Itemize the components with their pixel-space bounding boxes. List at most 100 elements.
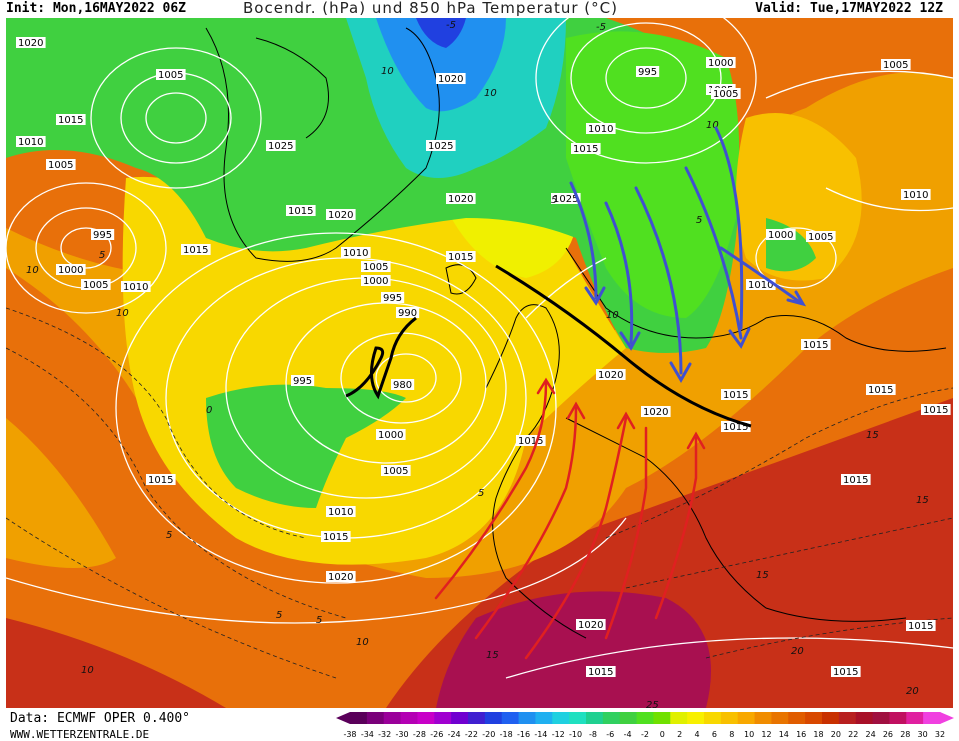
colorbar-right-arrow — [940, 712, 954, 724]
colorbar-tick-label: 4 — [695, 730, 700, 739]
colorbar-tick-label: 18 — [813, 730, 823, 739]
colorbar-swatch — [670, 712, 688, 724]
colorbar-tick-label: 28 — [900, 730, 910, 739]
colorbar-swatch — [468, 712, 486, 724]
colorbar-tick-label: -4 — [624, 730, 632, 739]
map-header: Init: Mon,16MAY2022 06Z Bocendr. (hPa) u… — [0, 0, 959, 18]
colorbar-swatch — [855, 712, 874, 724]
isobar-label: 1020 — [436, 73, 466, 85]
colorbar-tick-label: -34 — [361, 730, 374, 739]
isobar-label: 1020 — [326, 571, 356, 583]
colorbar-swatch — [586, 712, 604, 724]
colorbar-swatch — [889, 712, 907, 724]
svg-text:1015: 1015 — [183, 245, 208, 256]
svg-text:1005: 1005 — [808, 232, 833, 243]
isobar-label: 1010 — [121, 281, 151, 293]
isobar-label: 995 — [91, 229, 115, 241]
colorbar-swatch — [906, 712, 924, 724]
svg-text:1015: 1015 — [573, 144, 598, 155]
colorbar-tick-label: -16 — [517, 730, 530, 739]
colorbar-swatch — [602, 712, 621, 724]
colorbar-tick-label: 2 — [677, 730, 682, 739]
svg-text:1005: 1005 — [83, 280, 108, 291]
isobar-label: 1010 — [901, 189, 931, 201]
temperature-label: 15 — [486, 650, 499, 661]
temperature-label: 10 — [381, 66, 394, 77]
temperature-label: 10 — [356, 637, 369, 648]
colorbar-tick-label: -32 — [378, 730, 391, 739]
isobar-label: 1005 — [81, 279, 111, 291]
temperature-label: 5 — [478, 488, 484, 499]
isobar-label: 1005 — [361, 261, 391, 273]
colorbar-tick-label: 22 — [848, 730, 858, 739]
svg-text:1025: 1025 — [553, 194, 578, 205]
isobar-label: 1015 — [446, 251, 476, 263]
svg-text:1010: 1010 — [328, 507, 353, 518]
colorbar-tick-label: 8 — [729, 730, 734, 739]
svg-text:1015: 1015 — [833, 667, 858, 678]
colorbar-tick-label: 32 — [935, 730, 945, 739]
colorbar-tick-label: -6 — [606, 730, 614, 739]
svg-text:1015: 1015 — [58, 115, 83, 126]
temperature-label: 20 — [906, 686, 919, 697]
isobar-label: 1000 — [56, 264, 86, 276]
svg-text:1015: 1015 — [868, 385, 893, 396]
isobar-label: 1000 — [361, 275, 391, 287]
isobar-label: 1010 — [326, 506, 356, 518]
isobar-label: 1015 — [721, 421, 751, 433]
isobar-label: 1020 — [326, 209, 356, 221]
isobar-label: 1015 — [56, 114, 86, 126]
svg-text:1020: 1020 — [643, 407, 668, 418]
isobar-label: 1025 — [266, 140, 296, 152]
svg-text:1015: 1015 — [323, 532, 348, 543]
temperature-field-green-north — [6, 18, 740, 353]
isobar-label: 1025 — [551, 193, 581, 205]
temperature-field-blue — [376, 18, 506, 112]
temperature-field-green-ne — [566, 31, 740, 318]
isobar-label: 1000 — [706, 57, 736, 69]
isobar-label: 1025 — [426, 140, 456, 152]
isobar-label: 1000 — [766, 229, 796, 241]
svg-text:1015: 1015 — [843, 475, 868, 486]
colorbar-tick-label: -18 — [500, 730, 513, 739]
isobar-label: 980 — [391, 379, 415, 391]
colorbar-swatch — [771, 712, 789, 724]
temperature-label: 0 — [206, 405, 212, 416]
warm-air-arrows — [434, 377, 706, 660]
svg-text:995: 995 — [93, 230, 112, 241]
isobar-label: 1005 — [381, 465, 411, 477]
isobar-label: 1015 — [146, 474, 176, 486]
isobar-label: 1015 — [841, 474, 871, 486]
isobar-label: 990 — [396, 307, 420, 319]
colorbar-tick-label: -12 — [552, 730, 565, 739]
svg-text:1015: 1015 — [518, 436, 543, 447]
svg-text:1005: 1005 — [883, 60, 908, 71]
temperature-label: 15 — [916, 495, 929, 506]
colorbar-swatch — [569, 712, 587, 724]
colorbar-swatch — [720, 712, 739, 724]
isobar-label: 1020 — [576, 619, 606, 631]
temperature-field-hottest-africa — [436, 591, 711, 708]
svg-text:1015: 1015 — [148, 475, 173, 486]
temperature-field-deep-blue — [416, 18, 466, 48]
colorbar-tick-label: -2 — [641, 730, 649, 739]
temperature-label: 10 — [706, 120, 719, 131]
temperature-label: -5 — [596, 22, 606, 33]
colorbar-tick-label: -20 — [482, 730, 495, 739]
isobar-label: 1015 — [866, 384, 896, 396]
temperature-label: 5 — [696, 215, 702, 226]
colorbar-tick-label: 20 — [831, 730, 841, 739]
colorbar-swatch — [923, 712, 941, 724]
colorbar-tick-label: 14 — [779, 730, 789, 739]
isobar-label: 1015 — [586, 666, 616, 678]
temperature-label: 10 — [606, 310, 619, 321]
colorbar-swatch — [838, 712, 857, 724]
svg-text:1015: 1015 — [588, 667, 613, 678]
map-footer: Data: ECMWF OPER 0.400° WWW.WETTERZENTRA… — [0, 708, 959, 741]
colorbar-tick-label: -22 — [465, 730, 478, 739]
colorbar-swatch — [737, 712, 756, 724]
svg-text:1020: 1020 — [598, 370, 623, 381]
isobar-label: 1010 — [341, 247, 371, 259]
